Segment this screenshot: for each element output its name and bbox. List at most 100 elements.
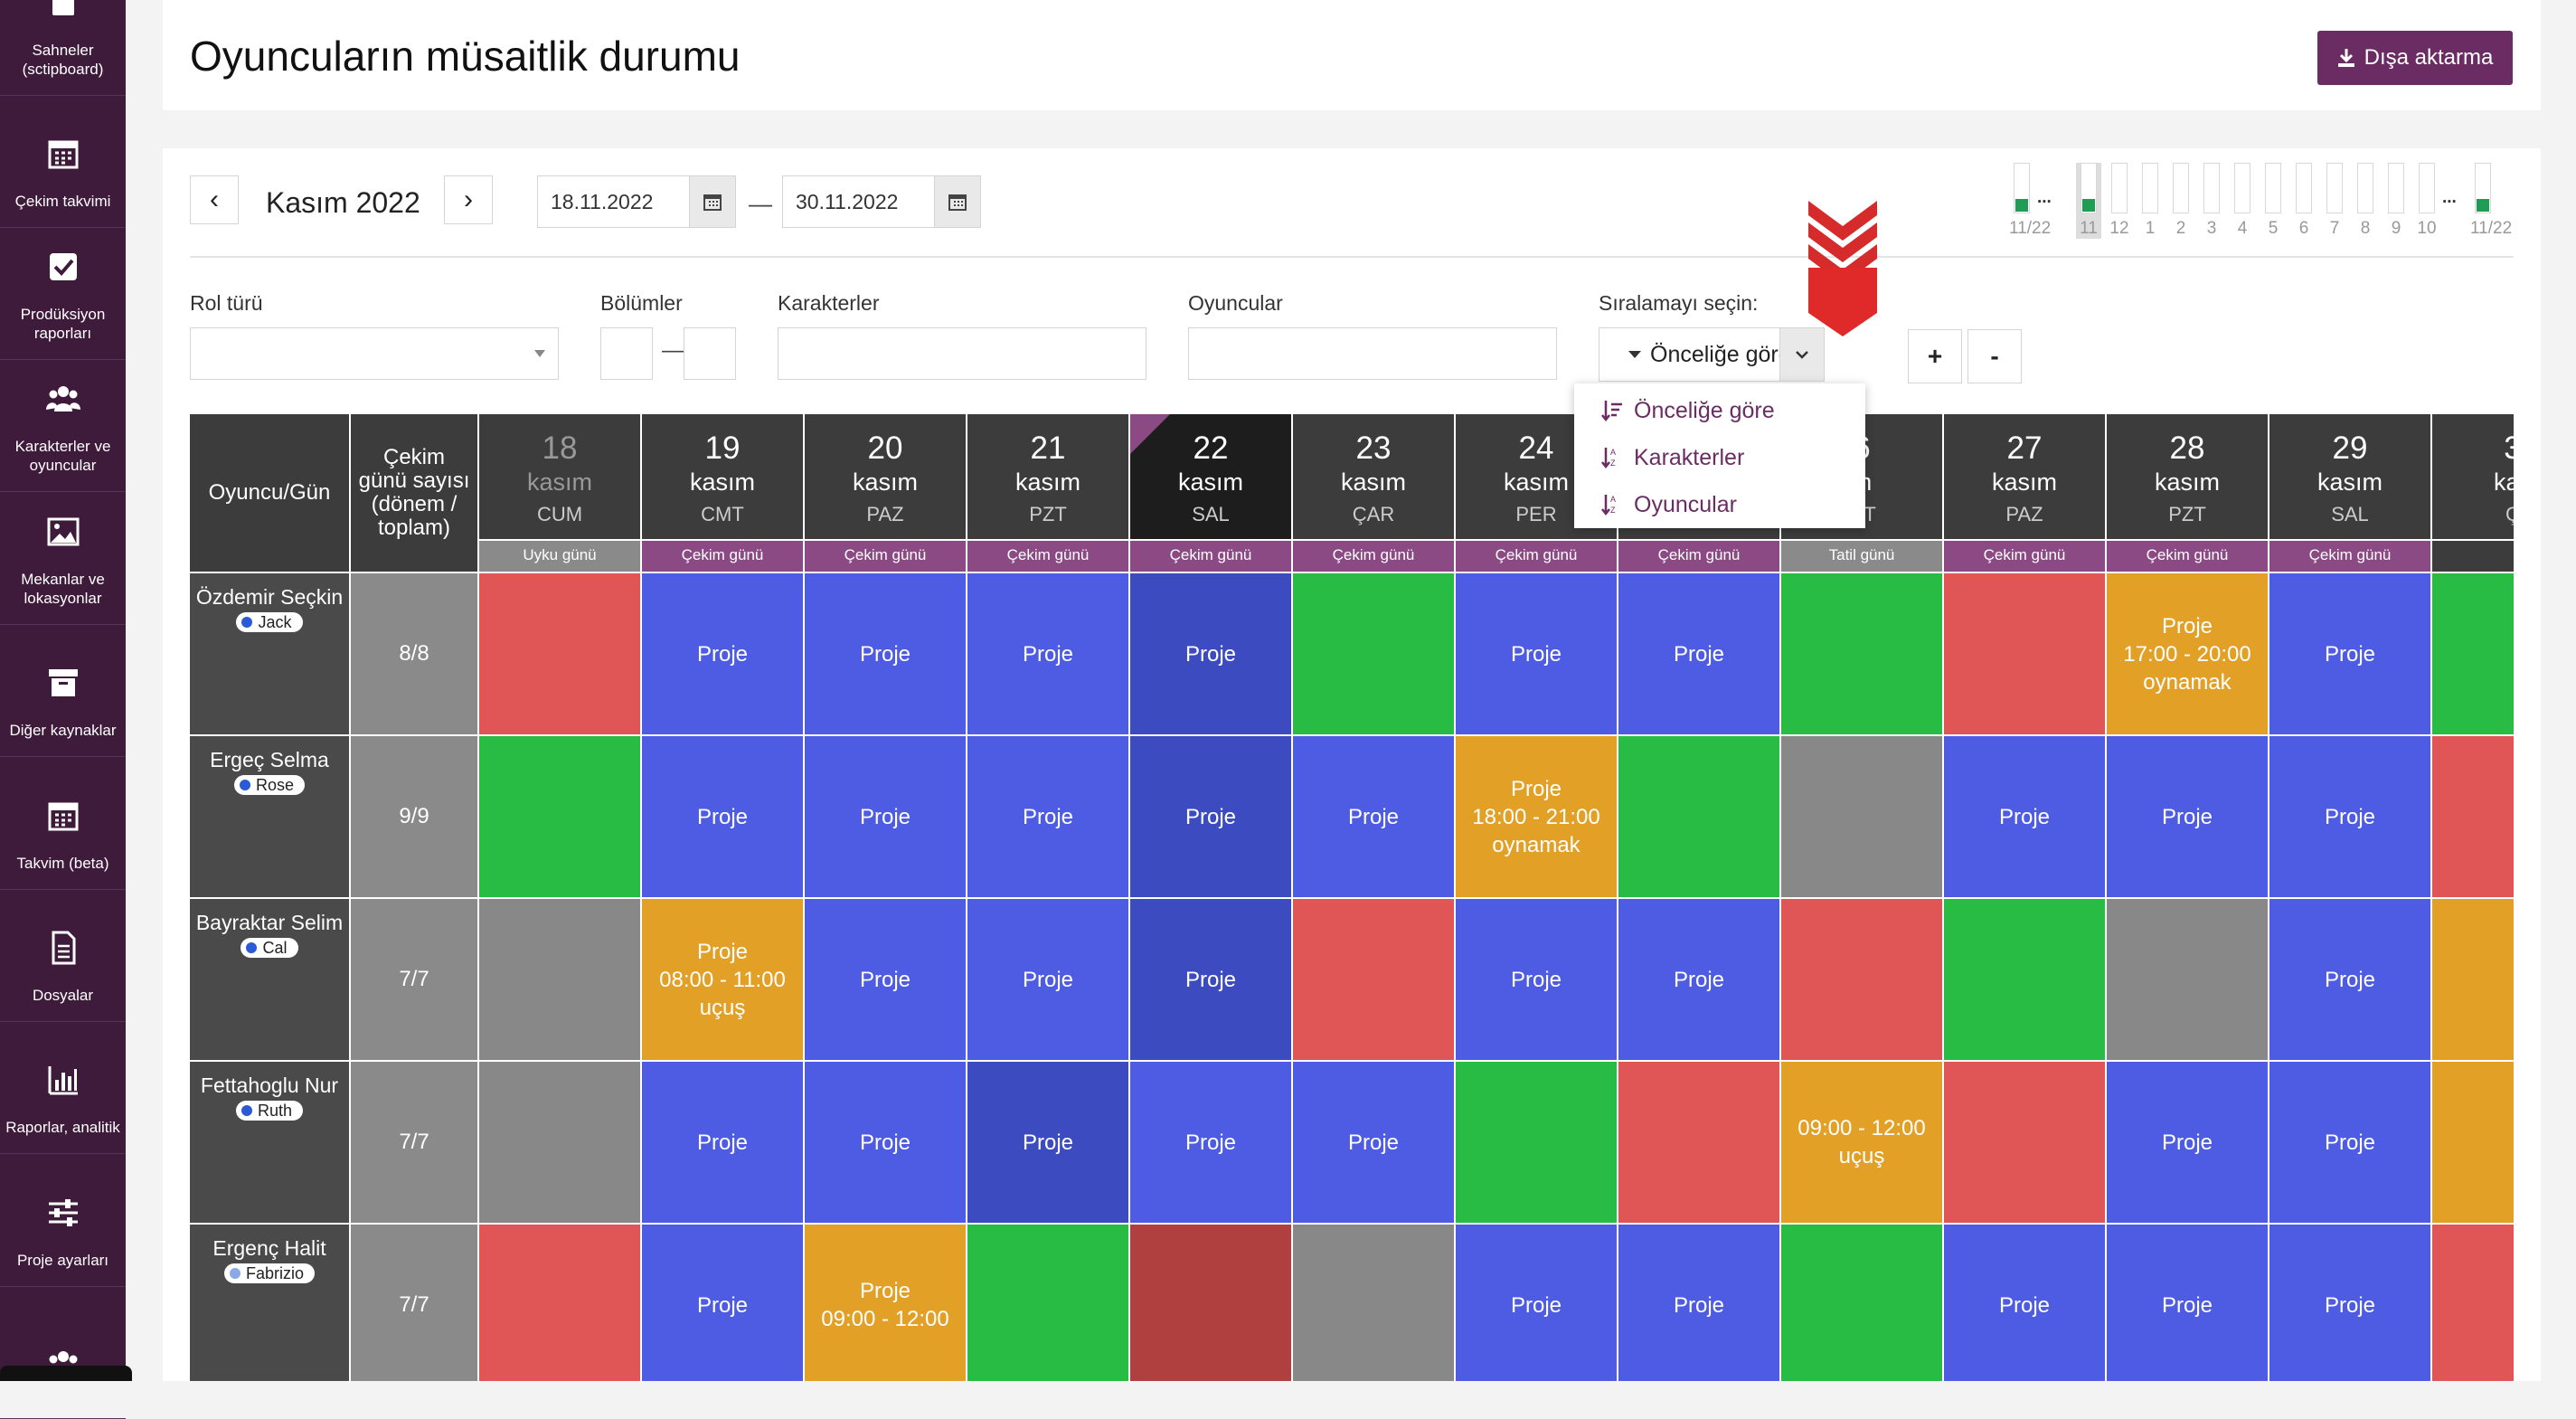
availability-cell[interactable] bbox=[1781, 899, 1944, 1062]
availability-cell[interactable]: 09:00 - 12:00 uçuş bbox=[1781, 1062, 1944, 1225]
availability-cell[interactable]: Proje 17:00 - 20:00 oynamak bbox=[2107, 573, 2269, 736]
availability-cell[interactable] bbox=[1293, 1225, 1456, 1381]
availability-cell[interactable]: Proje bbox=[805, 1062, 967, 1225]
day-header[interactable]: 22 kasım SAL bbox=[1130, 414, 1293, 541]
availability-cell[interactable]: Proje bbox=[1130, 899, 1293, 1062]
availability-cell[interactable] bbox=[1456, 1062, 1618, 1225]
add-button[interactable]: + bbox=[1908, 329, 1962, 383]
availability-cell[interactable]: Proje bbox=[1456, 899, 1618, 1062]
availability-cell[interactable]: Proje bbox=[2269, 736, 2432, 899]
sidebar-item-3[interactable]: Karakterler ve oyuncular bbox=[0, 360, 126, 492]
day-header[interactable]: 23 kasım ÇAR bbox=[1293, 414, 1456, 541]
availability-cell[interactable]: Proje bbox=[967, 736, 1130, 899]
availability-cell[interactable]: Proje bbox=[2269, 1062, 2432, 1225]
availability-cell[interactable] bbox=[479, 573, 642, 736]
availability-cell[interactable]: Proje 18:00 - 21:00 oynamak bbox=[1456, 736, 1618, 899]
availability-cell[interactable]: Proje bbox=[805, 736, 967, 899]
day-header[interactable]: 27 kasım PAZ bbox=[1944, 414, 2107, 541]
availability-cell[interactable]: Proje bbox=[642, 1062, 805, 1225]
availability-cell[interactable]: Proje bbox=[1456, 1225, 1618, 1381]
timeline-month[interactable]: 8 bbox=[2353, 163, 2378, 239]
sort-dropdown-button[interactable] bbox=[1779, 328, 1824, 381]
characters-input[interactable] bbox=[778, 327, 1146, 380]
date-to-calendar-button[interactable] bbox=[934, 175, 981, 228]
sidebar-item-0[interactable]: Sahneler (sctipboard) bbox=[0, 0, 126, 96]
sort-option-0[interactable]: Önceliğe göre bbox=[1574, 387, 1865, 434]
day-header[interactable]: 19 kasım CMT bbox=[642, 414, 805, 541]
availability-cell[interactable]: Proje bbox=[967, 1062, 1130, 1225]
day-header[interactable]: 20 kasım PAZ bbox=[805, 414, 967, 541]
sort-select[interactable]: Önceliğe göre bbox=[1599, 327, 1825, 382]
sort-option-1[interactable]: A Z Karakterler bbox=[1574, 434, 1865, 481]
day-header[interactable]: 28 kasım PZT bbox=[2107, 414, 2269, 541]
availability-cell[interactable]: Proje bbox=[2107, 736, 2269, 899]
availability-cell[interactable]: Proje 08:00 - 11:00 uçuş bbox=[642, 899, 805, 1062]
availability-cell[interactable]: Proje bbox=[1456, 573, 1618, 736]
availability-cell[interactable] bbox=[967, 1225, 1130, 1381]
availability-cell[interactable]: Proje bbox=[967, 573, 1130, 736]
availability-cell[interactable]: Proje bbox=[967, 899, 1130, 1062]
sidebar-item-8[interactable]: Raporlar, analitik bbox=[0, 1022, 126, 1154]
availability-cell[interactable] bbox=[1944, 573, 2107, 736]
sidebar-item-9[interactable]: Proje ayarları bbox=[0, 1155, 126, 1287]
sidebar-item-5[interactable]: Diğer kaynaklar bbox=[0, 625, 126, 757]
sidebar-item-7[interactable]: Dosyalar bbox=[0, 890, 126, 1022]
availability-cell[interactable] bbox=[1293, 899, 1456, 1062]
timeline-month[interactable]: 10 bbox=[2414, 163, 2439, 239]
availability-cell[interactable]: Proje bbox=[1130, 1062, 1293, 1225]
availability-cell[interactable]: Proje bbox=[1618, 573, 1781, 736]
actor-cell[interactable]: Ergeç Selma Rose bbox=[190, 736, 351, 899]
availability-cell[interactable]: Proje bbox=[2269, 899, 2432, 1062]
availability-cell[interactable]: Proje bbox=[2269, 573, 2432, 736]
availability-cell[interactable]: Proje bbox=[2107, 1225, 2269, 1381]
date-from-calendar-button[interactable] bbox=[689, 175, 736, 228]
availability-cell[interactable] bbox=[2432, 1225, 2514, 1381]
availability-cell[interactable] bbox=[479, 1062, 642, 1225]
day-header[interactable]: 21 kasım PZT bbox=[967, 414, 1130, 541]
availability-cell[interactable] bbox=[1618, 736, 1781, 899]
sidebar-item-4[interactable]: Mekanlar ve lokasyonlar bbox=[0, 493, 126, 625]
timeline-month[interactable]: 5 bbox=[2260, 163, 2286, 239]
availability-cell[interactable]: Proje bbox=[2269, 1225, 2432, 1381]
actors-input[interactable] bbox=[1188, 327, 1557, 380]
sidebar-item-10[interactable] bbox=[0, 1287, 126, 1419]
availability-cell[interactable]: Proje bbox=[805, 573, 967, 736]
availability-cell[interactable] bbox=[1944, 1062, 2107, 1225]
timeline-month[interactable]: 4 bbox=[2230, 163, 2255, 239]
timeline-month[interactable]: 11/22 bbox=[2470, 163, 2512, 239]
availability-cell[interactable]: Proje bbox=[2107, 1062, 2269, 1225]
timeline-month[interactable]: 11/22 bbox=[2009, 163, 2051, 239]
role-type-select[interactable] bbox=[190, 327, 559, 380]
availability-cell[interactable] bbox=[1781, 573, 1944, 736]
availability-cell[interactable] bbox=[2432, 1062, 2514, 1225]
availability-cell[interactable]: Proje bbox=[1944, 1225, 2107, 1381]
actor-cell[interactable]: Bayraktar Selim Cal bbox=[190, 899, 351, 1062]
availability-cell[interactable]: Proje 09:00 - 12:00 bbox=[805, 1225, 967, 1381]
availability-cell[interactable]: Proje bbox=[1618, 899, 1781, 1062]
timeline-month[interactable]: 12 bbox=[2107, 163, 2132, 239]
availability-cell[interactable] bbox=[2432, 899, 2514, 1062]
timeline-month[interactable]: 6 bbox=[2291, 163, 2317, 239]
availability-cell[interactable]: Proje bbox=[805, 899, 967, 1062]
availability-cell[interactable] bbox=[1781, 1225, 1944, 1381]
sidebar-item-1[interactable]: Çekim takvimi bbox=[0, 96, 126, 228]
sidebar-item-2[interactable]: Prodüksiyon raporları bbox=[0, 228, 126, 360]
availability-cell[interactable] bbox=[1781, 736, 1944, 899]
availability-cell[interactable]: Proje bbox=[642, 573, 805, 736]
availability-cell[interactable]: Proje bbox=[642, 1225, 805, 1381]
episode-from-input[interactable] bbox=[600, 327, 653, 380]
availability-cell[interactable] bbox=[479, 1225, 642, 1381]
availability-cell[interactable] bbox=[479, 736, 642, 899]
next-month-button[interactable]: › bbox=[444, 175, 493, 224]
sidebar-item-6[interactable]: Takvim (beta) bbox=[0, 758, 126, 890]
availability-cell[interactable] bbox=[2107, 899, 2269, 1062]
availability-cell[interactable] bbox=[2432, 573, 2514, 736]
timeline-month[interactable]: 3 bbox=[2199, 163, 2224, 239]
timeline-month[interactable]: 2 bbox=[2168, 163, 2194, 239]
availability-cell[interactable] bbox=[479, 899, 642, 1062]
prev-month-button[interactable]: ‹ bbox=[190, 175, 239, 224]
timeline-month[interactable]: 7 bbox=[2322, 163, 2347, 239]
actor-cell[interactable]: Ergenç Halit Fabrizio bbox=[190, 1225, 351, 1381]
availability-cell[interactable] bbox=[1618, 1062, 1781, 1225]
